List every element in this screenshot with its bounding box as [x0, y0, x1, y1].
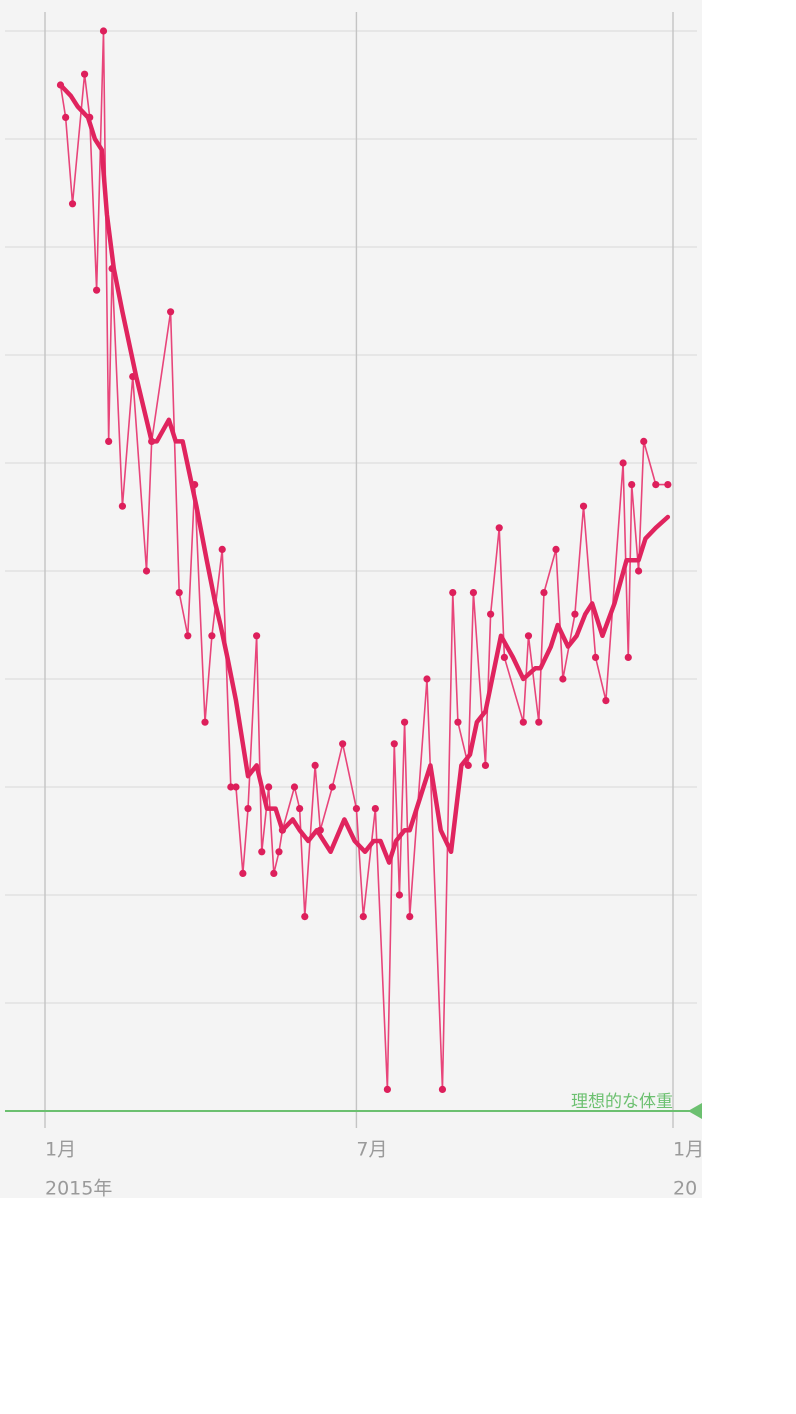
- data-point: [328, 783, 336, 791]
- target-label: 理想的な体重: [571, 1092, 673, 1112]
- data-point: [540, 589, 548, 597]
- data-point: [469, 589, 478, 597]
- data-point: [602, 697, 610, 705]
- data-point: [118, 502, 127, 510]
- year-label: 2015年: [45, 1178, 112, 1199]
- data-point: [438, 1085, 447, 1093]
- data-point: [524, 632, 533, 640]
- data-point: [383, 1085, 391, 1093]
- chart: 1月 7月 1月 2015年 20 理想的な体重: [0, 0, 702, 1198]
- data-point: [208, 632, 216, 640]
- data-point: [640, 437, 648, 445]
- data-point: [449, 589, 457, 597]
- data-point: [579, 502, 588, 510]
- data-point: [270, 869, 278, 878]
- data-point: [311, 761, 319, 770]
- data-point: [290, 783, 299, 791]
- data-point: [218, 545, 226, 554]
- data-point: [301, 913, 309, 921]
- data-point: [184, 632, 192, 640]
- data-point: [552, 545, 560, 554]
- data-point: [232, 783, 240, 791]
- data-point: [500, 653, 508, 662]
- data-point: [227, 783, 235, 791]
- data-point: [359, 913, 367, 921]
- data-point: [275, 848, 283, 856]
- data-point: [352, 805, 361, 813]
- data-point: [628, 481, 636, 489]
- data-point: [296, 805, 304, 813]
- data-point: [339, 740, 347, 748]
- data-point: [371, 805, 379, 813]
- data-point: [258, 848, 266, 856]
- data-point: [244, 805, 252, 813]
- data-point: [652, 481, 660, 489]
- data-point: [68, 200, 77, 208]
- data-point: [481, 761, 490, 770]
- data-point: [265, 783, 273, 791]
- x-tick-label: 1月: [45, 1139, 76, 1161]
- data-point: [464, 761, 472, 770]
- data-point: [62, 113, 70, 121]
- data-point: [495, 524, 503, 532]
- data-point: [406, 913, 414, 921]
- data-point: [390, 740, 398, 748]
- data-point: [487, 610, 495, 618]
- data-point: [559, 675, 567, 683]
- data-point: [239, 869, 247, 878]
- data-point: [591, 653, 600, 662]
- data-point: [624, 653, 632, 662]
- data-point: [80, 70, 89, 78]
- data-point: [201, 718, 209, 726]
- x-tick-label: 7月: [356, 1139, 387, 1161]
- data-point: [93, 286, 101, 294]
- data-point: [519, 718, 527, 726]
- data-point: [634, 567, 643, 575]
- data-point: [400, 718, 409, 726]
- chart-background: [0, 0, 702, 1198]
- data-point: [105, 437, 113, 445]
- data-point: [167, 308, 175, 316]
- data-point: [454, 718, 462, 726]
- data-point: [253, 632, 261, 640]
- data-point: [423, 675, 431, 683]
- data-point: [142, 567, 151, 575]
- data-point: [395, 891, 404, 899]
- series-line: [59, 30, 669, 1091]
- data-point: [99, 27, 108, 35]
- series-line: [58, 82, 671, 865]
- data-point: [571, 610, 579, 618]
- data-point: [535, 718, 543, 726]
- data-point: [175, 589, 183, 597]
- target-marker: [688, 1103, 702, 1119]
- data-point: [664, 481, 672, 489]
- year-label: 20: [673, 1178, 697, 1199]
- x-tick-label: 1月: [673, 1139, 702, 1161]
- data-point: [619, 459, 627, 467]
